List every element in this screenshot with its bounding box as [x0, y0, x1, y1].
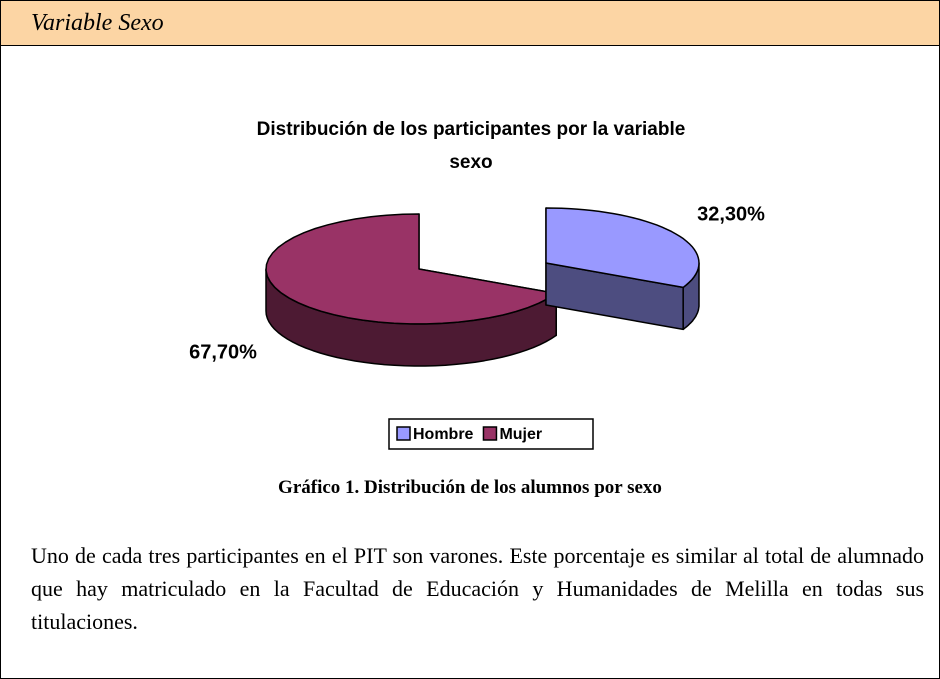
data-label: 32,30% — [697, 203, 765, 225]
chart-title: Distribución de los participantes por la… — [256, 119, 686, 173]
legend-swatch — [396, 426, 411, 441]
header-title: Variable Sexo — [31, 10, 164, 36]
paragraph: Uno de cada tres participantes en el PIT… — [31, 543, 924, 634]
legend-swatch — [482, 426, 498, 441]
slice — [265, 213, 557, 325]
header-band: Variable Sexo — [1, 1, 939, 46]
caption: Gráfico 1. Distribución de los alumnos p… — [278, 477, 662, 498]
legend-label: Mujer — [499, 426, 542, 443]
legend-label: Hombre — [413, 426, 474, 443]
slice — [545, 207, 700, 289]
data-label: 67,70% — [189, 341, 257, 363]
